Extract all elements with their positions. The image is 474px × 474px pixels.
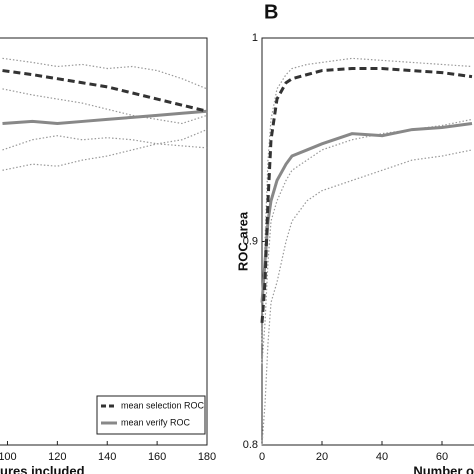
x-tick-label: 100 bbox=[0, 451, 17, 463]
x-tick-label: 60 bbox=[436, 451, 448, 463]
y-tick-label: 0.9 bbox=[243, 235, 258, 247]
plot-frame bbox=[0, 37, 208, 446]
legend-label: mean verify ROC bbox=[121, 417, 191, 427]
x-tick-label: 160 bbox=[148, 451, 166, 463]
series-line bbox=[2, 109, 208, 125]
legend-label: mean selection ROC bbox=[121, 400, 205, 410]
y-tick-label: 1 bbox=[252, 32, 258, 44]
series-line bbox=[260, 121, 473, 303]
x-tick-label: 180 bbox=[198, 451, 216, 463]
series-line bbox=[2, 88, 208, 125]
x-tick-label: 20 bbox=[316, 451, 328, 463]
series-line bbox=[2, 69, 208, 113]
x-tick-label: 40 bbox=[376, 451, 388, 463]
plot-frame bbox=[261, 37, 474, 446]
series-line bbox=[261, 118, 473, 364]
series-line bbox=[2, 129, 208, 171]
panel-label: B bbox=[264, 1, 278, 23]
x-axis-label: Number o bbox=[413, 463, 474, 474]
legend-box bbox=[96, 395, 206, 435]
x-axis-label: ures included bbox=[0, 463, 85, 474]
y-axis-label: ROC area bbox=[235, 211, 250, 271]
x-tick-label: 120 bbox=[48, 451, 66, 463]
series-line bbox=[2, 135, 208, 151]
y-tick-label: 0.8 bbox=[243, 439, 258, 451]
series-line bbox=[260, 67, 473, 324]
series-line bbox=[261, 149, 473, 446]
x-tick-label: 0 bbox=[259, 451, 265, 463]
series-line bbox=[261, 57, 473, 344]
series-line bbox=[2, 57, 208, 90]
x-tick-label: 140 bbox=[98, 451, 116, 463]
